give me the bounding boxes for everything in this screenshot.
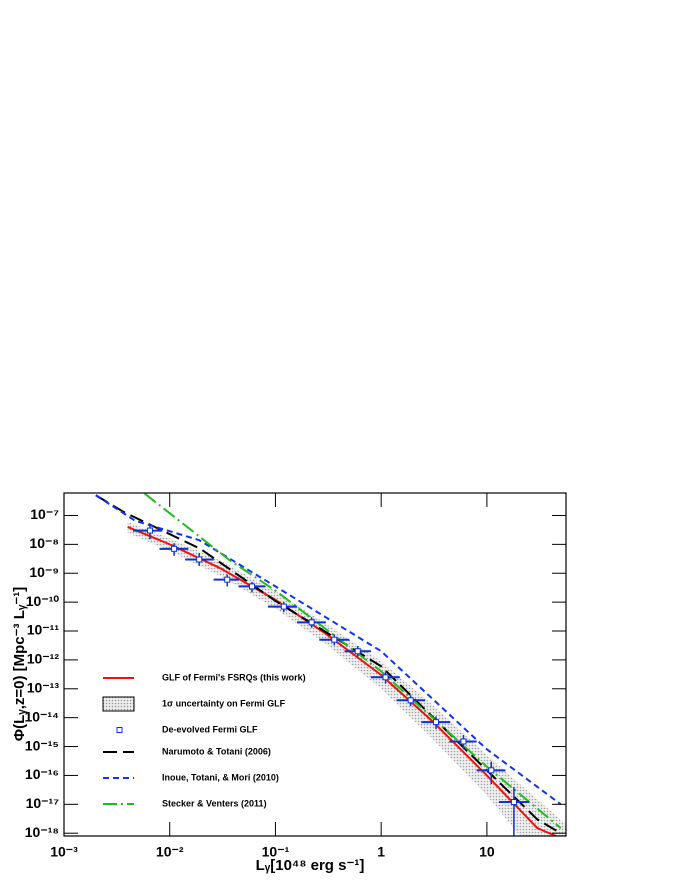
plot-frame: [63, 492, 567, 837]
data-point: [460, 738, 467, 745]
legend-label: Narumoto & Totani (2006): [162, 746, 271, 756]
data-point: [331, 636, 338, 643]
uncertainty-band: [127, 521, 566, 836]
data-point: [432, 719, 439, 726]
data-point: [280, 603, 287, 610]
y-tick-label: 10⁻¹⁶: [25, 766, 59, 782]
y-tick-label: 10⁻⁷: [30, 506, 59, 522]
x-tick-label: 10: [479, 844, 495, 860]
y-tick-label: 10⁻¹¹: [27, 622, 60, 638]
x-tick-label: 10⁻³: [50, 844, 78, 860]
data-point: [146, 527, 153, 534]
y-tick-label: 10⁻¹³: [27, 679, 60, 695]
data-point: [224, 576, 231, 583]
data-point: [488, 767, 495, 774]
y-tick-label: 10⁻¹⁷: [26, 795, 60, 811]
legend-label: 1σ uncertainty on Fermi GLF: [162, 698, 286, 708]
data-point: [248, 583, 255, 590]
legend-point: [116, 727, 123, 733]
y-tick-label: 10⁻¹⁵: [25, 737, 59, 753]
legend-label: De-evolved Fermi GLF: [162, 724, 258, 734]
data-point: [171, 545, 178, 552]
y-tick-label: 10⁻⁹: [29, 564, 59, 580]
y-tick-label: 10⁻¹⁴: [24, 708, 59, 724]
data-point: [510, 799, 517, 806]
x-tick-label: 10⁻²: [156, 844, 184, 860]
data-point: [308, 619, 315, 626]
y-tick-label: 10⁻¹⁸: [25, 824, 59, 840]
series-line: [95, 494, 562, 835]
x-tick-label: 1: [377, 844, 385, 860]
x-tick-label: 10⁻¹: [262, 844, 290, 860]
legend-label: Stecker & Venters (2011): [162, 798, 267, 808]
y-tick-label: 10⁻¹²: [27, 651, 60, 667]
legend-label: Inoue, Totani, & Mori (2010): [162, 772, 279, 782]
data-point: [382, 674, 389, 681]
x-axis-label: Lᵧ[10⁴⁸ erg s⁻¹]: [256, 857, 365, 874]
legend-band: [102, 696, 135, 712]
y-axis-label: Φ(Lᵧ,z=0) [Mpc⁻³ Lᵧ⁻¹]: [11, 587, 28, 741]
y-tick-label: 10⁻¹⁰: [26, 593, 60, 609]
series-line: [144, 493, 562, 829]
y-tick-label: 10⁻⁸: [29, 535, 59, 551]
legend-label: GLF of Fermi's FSRQs (this work): [162, 672, 306, 682]
data-point: [196, 556, 203, 563]
data-point: [354, 648, 361, 655]
data-point: [407, 697, 414, 704]
series-line: [95, 494, 562, 806]
